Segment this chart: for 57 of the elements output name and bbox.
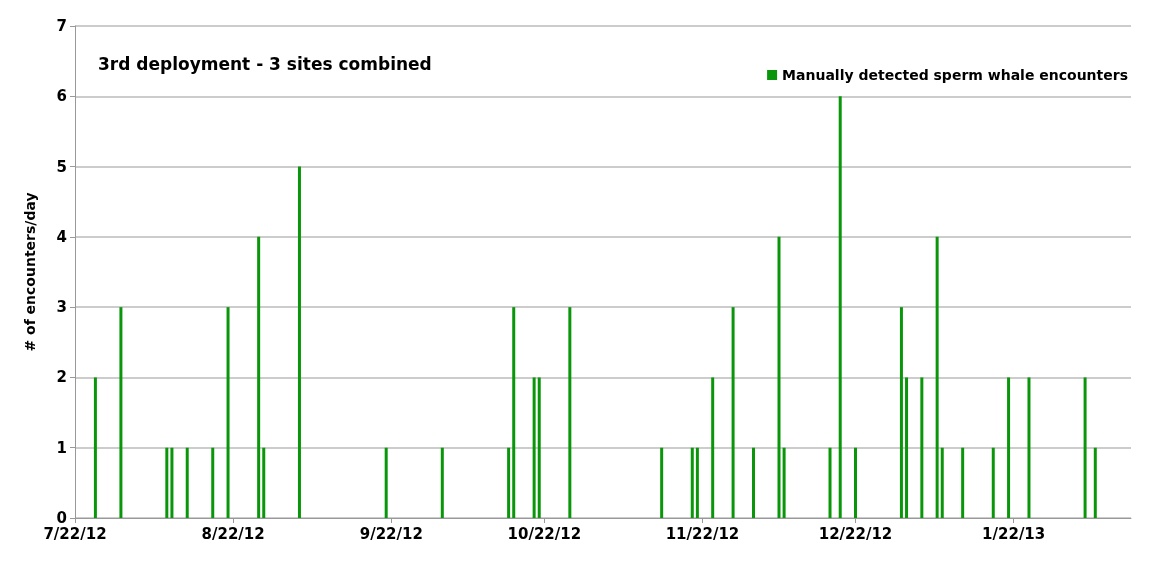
bar	[185, 447, 189, 518]
bar	[782, 447, 786, 518]
bar	[165, 447, 169, 518]
bar	[1083, 377, 1087, 518]
bar	[93, 377, 97, 518]
x-tick-label: 7/22/12	[43, 524, 107, 543]
bar	[211, 447, 215, 518]
bar	[920, 377, 924, 518]
bar	[838, 96, 842, 518]
bar	[297, 166, 301, 518]
bar	[731, 307, 735, 518]
x-tick-label: 8/22/12	[201, 524, 265, 543]
bar	[828, 447, 832, 518]
bar	[1093, 447, 1097, 518]
bar	[935, 236, 939, 518]
bar	[507, 447, 511, 518]
bar	[777, 236, 781, 518]
y-tick-label: 4	[56, 227, 67, 246]
bar	[991, 447, 995, 518]
bar	[905, 377, 909, 518]
bar	[690, 447, 694, 518]
bar	[1027, 377, 1031, 518]
bar	[440, 447, 444, 518]
y-tick-label: 6	[56, 87, 67, 106]
y-tick-label: 7	[56, 17, 67, 35]
bar	[384, 447, 388, 518]
y-tick-label: 1	[56, 438, 67, 457]
bar	[899, 307, 903, 518]
bar	[170, 447, 174, 518]
x-tick-label: 1/22/13	[982, 524, 1046, 543]
bar	[119, 307, 123, 518]
bar	[257, 236, 261, 518]
bar	[537, 377, 541, 518]
bar	[1007, 377, 1011, 518]
bar	[226, 307, 230, 518]
legend-label: Manually detected sperm whale encounters	[782, 67, 1129, 83]
bar	[961, 447, 965, 518]
y-tick-label: 3	[56, 298, 67, 317]
bar	[711, 377, 715, 518]
bar	[854, 447, 858, 518]
bar	[940, 447, 944, 518]
bar	[695, 447, 699, 518]
bar	[660, 447, 664, 518]
x-tick-label: 12/22/12	[818, 524, 893, 543]
y-tick-label: 2	[56, 368, 67, 387]
text: 3rd deployment - 3 sites combined	[98, 53, 432, 74]
bar	[512, 307, 516, 518]
y-axis-title: # of encounters/day	[22, 192, 38, 352]
y-tick-label: 0	[56, 509, 67, 527]
bar	[532, 377, 536, 518]
x-tick-label: 11/22/12	[665, 524, 740, 543]
bar	[262, 447, 266, 518]
x-tick-label: 9/22/12	[359, 524, 423, 543]
bar	[568, 307, 572, 518]
y-tick-label: 5	[56, 157, 67, 176]
x-tick-label: 10/22/12	[507, 524, 582, 543]
bar	[751, 447, 755, 518]
